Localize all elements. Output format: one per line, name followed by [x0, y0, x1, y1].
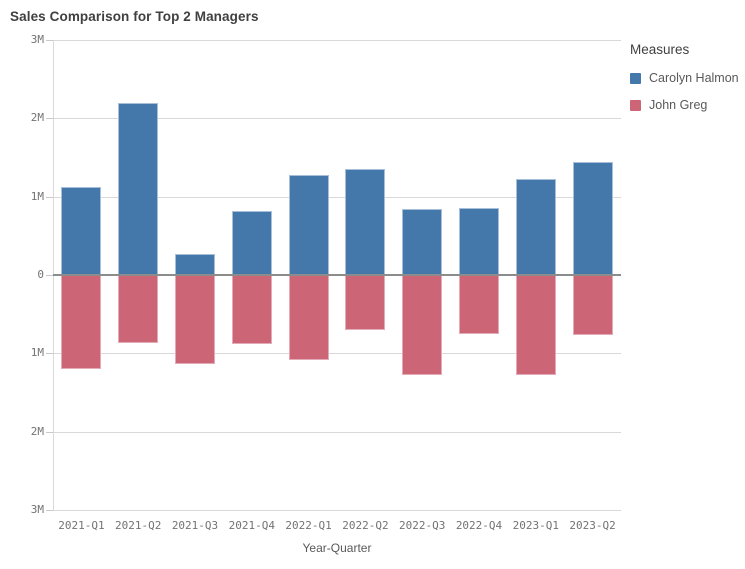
x-tick-label-2022-Q2: 2022-Q2 [342, 519, 389, 532]
bar-john-greg-2021-Q2[interactable] [118, 275, 159, 344]
legend-item-carolyn-halmon[interactable]: Carolyn Halmon [630, 71, 742, 85]
bar-john-greg-2021-Q4[interactable] [231, 275, 272, 344]
x-tick-label-2021-Q4: 2021-Q4 [228, 519, 275, 532]
x-tick-label-2021-Q2: 2021-Q2 [115, 519, 162, 532]
bar-carolyn-halmon-2023-Q1[interactable] [515, 178, 556, 275]
y-gridline [53, 196, 621, 198]
legend-swatch-john-greg-icon [630, 99, 641, 111]
x-tick-label-2021-Q3: 2021-Q3 [171, 519, 219, 532]
bar-john-greg-2022-Q4[interactable] [459, 275, 499, 334]
x-tick-label-2023-Q1: 2023-Q1 [512, 519, 559, 532]
y-tick-mark [46, 353, 53, 355]
bar-john-greg-2023-Q1[interactable] [515, 275, 556, 375]
legend-swatch-carolyn-halmon-icon [630, 72, 641, 84]
bar-john-greg-2021-Q1[interactable] [61, 275, 102, 370]
y-tick-label: 2M [30, 424, 44, 438]
x-tick-label-2021-Q1: 2021-Q1 [58, 519, 105, 532]
bar-carolyn-halmon-2021-Q1[interactable] [61, 187, 102, 275]
bar-carolyn-halmon-2022-Q1[interactable] [288, 175, 329, 275]
x-tick-label-2022-Q4: 2022-Q4 [455, 519, 503, 532]
x-axis-title: Year-Quarter [302, 541, 372, 555]
bar-carolyn-halmon-2021-Q2[interactable] [118, 103, 159, 275]
bar-john-greg-2023-Q2[interactable] [572, 275, 613, 336]
y-tick-mark [46, 275, 53, 276]
y-tick-mark [46, 431, 53, 433]
y-tick-mark [46, 118, 53, 120]
y-tick-label: 0 [37, 268, 44, 281]
y-tick-label: 1M [30, 189, 44, 203]
zero-axis-line [53, 274, 621, 276]
bar-john-greg-2022-Q1[interactable] [288, 275, 329, 361]
bar-john-greg-2022-Q2[interactable] [345, 275, 386, 330]
bar-carolyn-halmon-2022-Q3[interactable] [402, 209, 443, 275]
y-tick-label: 1M [30, 346, 44, 360]
bar-carolyn-halmon-2022-Q2[interactable] [345, 169, 386, 275]
y-gridline [53, 431, 621, 433]
legend-label-carolyn-halmon: Carolyn Halmon [649, 71, 739, 85]
y-tick-label: 2M [30, 111, 44, 125]
bar-carolyn-halmon-2021-Q4[interactable] [231, 211, 272, 275]
y-tick-mark [46, 510, 53, 512]
legend-title: Measures [630, 42, 690, 57]
bar-carolyn-halmon-2021-Q3[interactable] [175, 253, 215, 275]
y-gridline [53, 39, 621, 41]
y-tick-mark [46, 39, 53, 41]
y-gridline [53, 510, 621, 512]
bar-john-greg-2022-Q3[interactable] [402, 275, 443, 375]
legend: Measures Carolyn Halmon John Greg [630, 42, 742, 112]
legend-item-john-greg[interactable]: John Greg [630, 98, 742, 112]
legend-label-john-greg: John Greg [649, 98, 708, 112]
y-tick-label: 3M [30, 32, 44, 46]
y-gridline [53, 353, 621, 355]
y-tick-mark [46, 196, 53, 198]
y-gridline [53, 118, 621, 120]
x-tick-label-2022-Q1: 2022-Q1 [285, 519, 332, 532]
chart-title: Sales Comparison for Top 2 Managers [10, 9, 259, 24]
x-tick-label-2023-Q2: 2023-Q2 [569, 519, 616, 532]
y-tick-label: 3M [30, 503, 44, 517]
bar-carolyn-halmon-2022-Q4[interactable] [459, 207, 499, 275]
x-tick-label-2022-Q3: 2022-Q3 [399, 519, 446, 532]
bar-john-greg-2021-Q3[interactable] [175, 275, 215, 364]
bar-carolyn-halmon-2023-Q2[interactable] [572, 162, 613, 275]
